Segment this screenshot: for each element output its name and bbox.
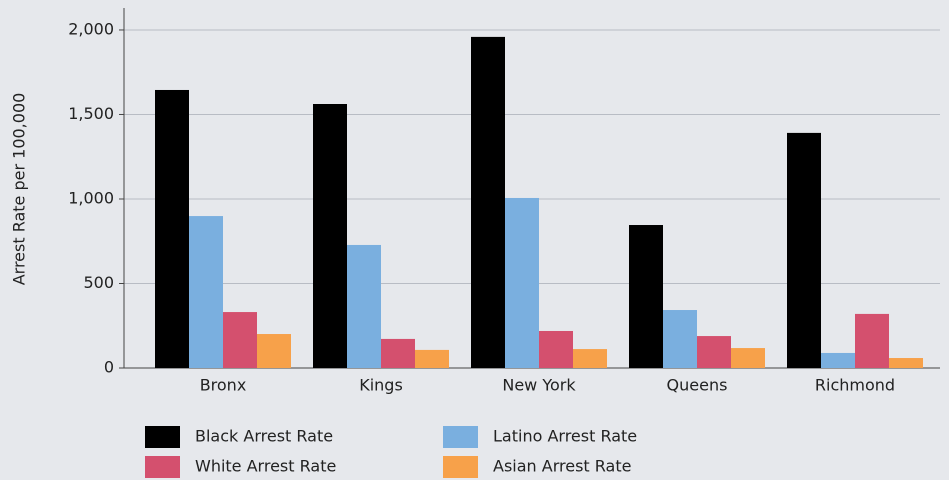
bar [663,310,697,368]
bar [223,312,257,368]
bar [155,89,189,368]
bar [471,36,505,369]
x-tick-label: Kings [359,376,403,395]
bar [889,358,923,368]
bar [629,225,663,368]
bar [381,338,415,368]
bar [257,334,291,368]
x-tick-label: Richmond [815,376,895,395]
x-tick-label: Queens [667,376,728,395]
legend-label: Asian Arrest Rate [493,457,631,476]
bar [787,132,821,368]
bar [189,216,223,368]
bar [313,104,347,368]
bar [821,352,855,368]
bar [539,330,573,368]
legend-swatch [145,426,180,448]
x-tick-label: Bronx [200,376,247,395]
legend-label: Latino Arrest Rate [493,427,637,446]
bar [415,349,449,368]
bar [505,197,539,368]
y-tick-label: 1,000 [68,188,114,207]
bar [573,349,607,368]
bar [731,348,765,368]
legend-label: White Arrest Rate [195,457,336,476]
y-axis-label: Arrest Rate per 100,000 [10,93,29,286]
y-tick-label: 2,000 [68,19,114,38]
x-tick-label: New York [502,376,576,395]
y-tick-label: 1,500 [68,104,114,123]
legend-swatch [443,426,478,448]
legend-swatch [443,456,478,478]
legend-swatch [145,456,180,478]
y-tick-label: 0 [104,358,114,377]
legend-label: Black Arrest Rate [195,427,333,446]
bar [347,244,381,368]
y-tick-label: 500 [83,273,114,292]
bar [697,336,731,368]
bar [855,313,889,368]
